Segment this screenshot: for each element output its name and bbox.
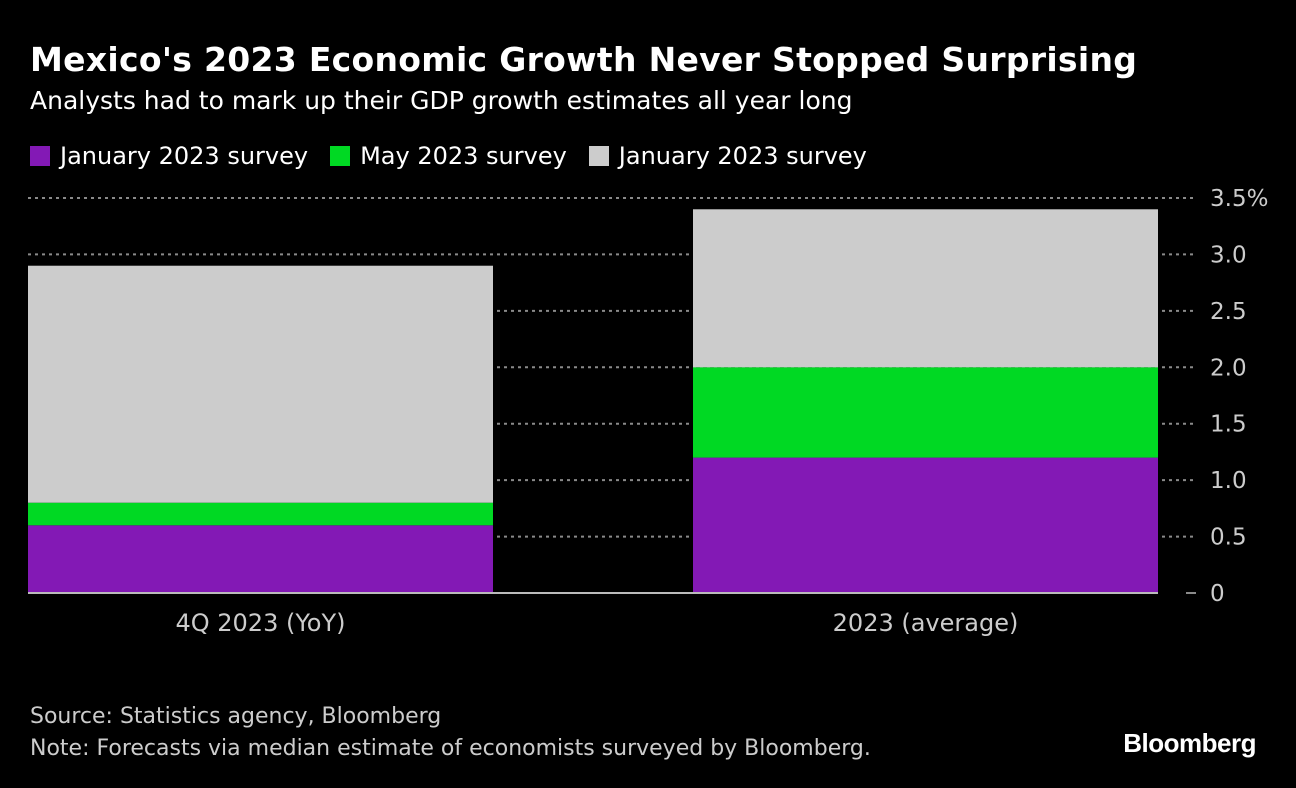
y-tick-label: 0.5 bbox=[1210, 525, 1247, 551]
legend: January 2023 survey May 2023 survey Janu… bbox=[30, 142, 889, 170]
bar-segment-2-2 bbox=[693, 367, 1158, 458]
bar-segment-1-2 bbox=[28, 502, 493, 526]
legend-swatch-january bbox=[30, 146, 50, 166]
y-tick-label: 0 bbox=[1210, 581, 1225, 607]
bar-segment-2-3 bbox=[693, 209, 1158, 368]
x-category-label: 2023 (average) bbox=[833, 609, 1019, 637]
source-note: Source: Statistics agency, Bloomberg bbox=[30, 704, 442, 729]
legend-label-latest: January 2023 survey bbox=[618, 142, 867, 170]
legend-swatch-may bbox=[330, 146, 351, 166]
y-tick-label: 3.0 bbox=[1210, 242, 1247, 268]
legend-label-may: May 2023 survey bbox=[360, 142, 567, 170]
chart-subtitle: Analysts had to mark up their GDP growth… bbox=[30, 86, 853, 115]
y-tick-label: 2.0 bbox=[1210, 355, 1247, 381]
y-tick-label: 1.0 bbox=[1210, 468, 1247, 494]
bar-segment-1-3 bbox=[28, 265, 493, 503]
legend-swatch-latest bbox=[588, 146, 609, 166]
footnote: Note: Forecasts via median estimate of e… bbox=[30, 736, 871, 761]
x-category-label: 4Q 2023 (YoY) bbox=[175, 609, 345, 637]
legend-item-january: January 2023 survey bbox=[30, 142, 308, 170]
y-tick-label: 1.5 bbox=[1210, 412, 1247, 438]
legend-label-january: January 2023 survey bbox=[60, 142, 309, 170]
chart-title: Mexico's 2023 Economic Growth Never Stop… bbox=[30, 40, 1138, 79]
bar-segment-2-1 bbox=[693, 457, 1158, 593]
legend-item-may: May 2023 survey bbox=[330, 142, 567, 170]
y-tick-label: 3.5% bbox=[1210, 186, 1268, 212]
y-tick-label: 2.5 bbox=[1210, 299, 1247, 325]
bar-segment-1-1 bbox=[28, 525, 493, 593]
legend-item-latest: January 2023 survey bbox=[588, 142, 867, 170]
bloomberg-logo: Bloomberg bbox=[1123, 728, 1256, 758]
